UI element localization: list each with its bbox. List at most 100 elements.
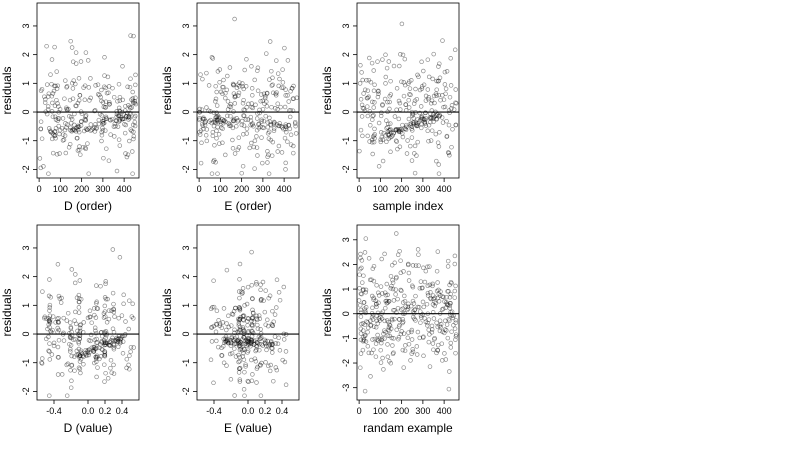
data-point (403, 304, 408, 309)
data-point (267, 293, 273, 299)
data-point (432, 299, 437, 304)
data-point (367, 55, 372, 61)
data-point (409, 78, 414, 83)
data-point (227, 65, 233, 70)
data-point (240, 163, 246, 169)
data-point (266, 295, 271, 301)
data-point (446, 317, 451, 322)
data-point (249, 339, 254, 345)
data-point (400, 320, 405, 326)
data-point (399, 288, 404, 294)
data-point (197, 106, 203, 112)
data-point (131, 129, 136, 135)
data-point (231, 91, 237, 96)
data-point (250, 122, 255, 128)
data-point (254, 127, 260, 133)
data-point (445, 258, 451, 264)
data-point (271, 119, 277, 125)
data-point (437, 113, 442, 119)
data-point (101, 311, 107, 316)
data-point (371, 295, 376, 301)
data-point (46, 334, 51, 340)
data-point (416, 252, 421, 257)
data-point (72, 122, 77, 128)
data-point (251, 124, 256, 129)
data-point (124, 110, 130, 116)
data-point (434, 268, 440, 274)
data-point (414, 123, 420, 129)
data-point (107, 99, 112, 105)
data-point (230, 137, 235, 143)
data-point (67, 334, 73, 339)
data-point (381, 130, 386, 136)
y-tick-label: -2 (341, 359, 351, 367)
data-point (270, 323, 275, 328)
data-point (430, 293, 436, 298)
data-point (273, 365, 279, 370)
data-point (209, 325, 214, 330)
x-tick-label: 200 (394, 406, 409, 416)
data-point (389, 130, 394, 135)
data-point (359, 291, 364, 297)
data-point (452, 288, 458, 294)
data-point (94, 359, 99, 365)
data-point (202, 116, 207, 122)
data-point (268, 123, 274, 128)
data-point (132, 100, 137, 106)
data-point (223, 336, 228, 342)
data-point (400, 347, 406, 353)
data-point (76, 310, 82, 315)
data-point (78, 357, 84, 362)
data-point (256, 334, 262, 340)
data-point (360, 77, 365, 83)
data-point (254, 366, 260, 371)
data-point (274, 122, 280, 127)
data-point (67, 141, 73, 147)
data-point (250, 93, 255, 98)
y-tick-label: 3 (341, 237, 351, 242)
data-point (436, 162, 441, 167)
data-point (221, 77, 226, 83)
data-point (76, 365, 82, 371)
data-point (366, 77, 372, 83)
data-point (291, 83, 296, 89)
data-point (53, 320, 58, 325)
data-point (76, 292, 82, 298)
data-point (432, 295, 438, 301)
data-point (110, 85, 115, 91)
data-point (76, 98, 82, 103)
data-point (237, 324, 243, 330)
data-point (402, 298, 408, 304)
data-point (257, 316, 263, 322)
data-point (214, 103, 220, 108)
data-point (76, 305, 82, 310)
data-point (283, 122, 288, 127)
data-point (357, 81, 363, 86)
data-point (428, 115, 434, 121)
data-point (383, 74, 389, 80)
data-point (380, 102, 385, 107)
data-point (240, 314, 246, 319)
data-point (391, 130, 396, 136)
data-point (401, 331, 407, 336)
data-point (235, 147, 241, 152)
data-point (127, 115, 132, 121)
x-tick-label: 0 (37, 184, 42, 194)
x-axis-label: E (value) (224, 421, 272, 435)
data-point (385, 121, 391, 127)
data-point (258, 98, 263, 104)
data-point (275, 71, 281, 76)
data-point (126, 114, 132, 119)
data-point (411, 121, 417, 127)
data-point (92, 337, 98, 343)
data-point (263, 288, 268, 293)
data-point (396, 324, 402, 329)
data-point (399, 79, 404, 84)
data-point (81, 362, 86, 367)
data-point (45, 326, 50, 332)
data-point (106, 308, 112, 313)
data-point (276, 290, 282, 295)
data-point (241, 123, 247, 128)
data-point (230, 337, 236, 342)
data-point (230, 125, 236, 131)
